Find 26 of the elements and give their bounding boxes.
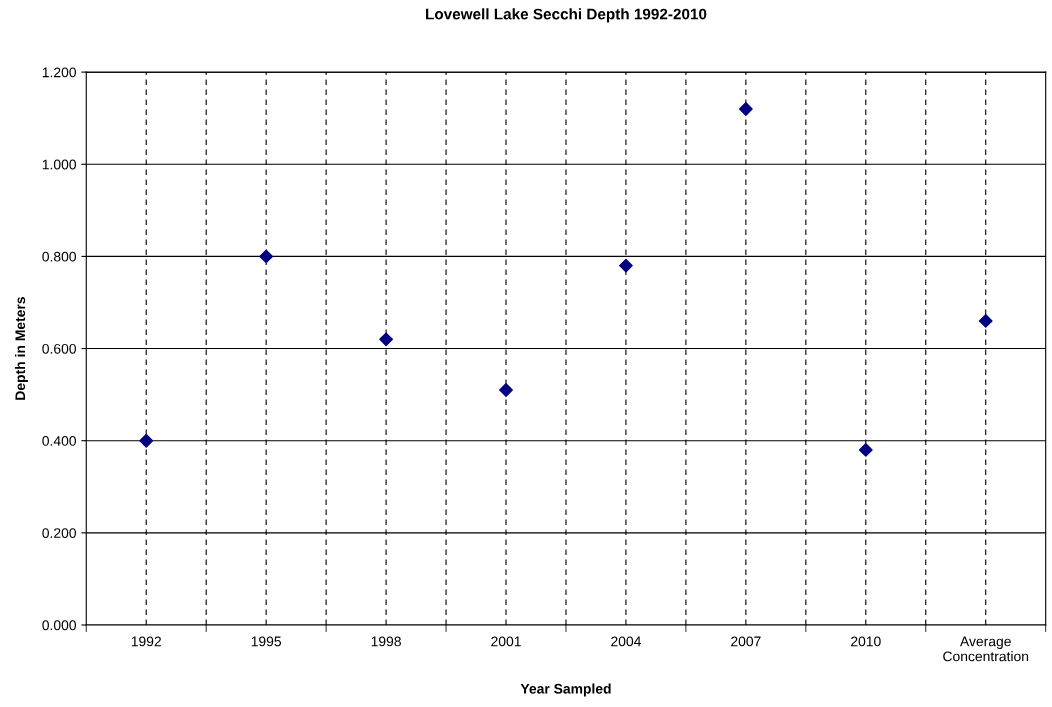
y-tick-label: 0.800 bbox=[42, 251, 76, 262]
y-tick-label: 0.400 bbox=[42, 436, 76, 446]
x-tick-label: 1998 bbox=[371, 636, 401, 647]
point bbox=[379, 332, 393, 347]
x-tick-label: 2010 bbox=[851, 636, 881, 647]
y-tick-label: 1.000 bbox=[42, 159, 76, 170]
x-tick-label: 2001 bbox=[491, 636, 521, 647]
x-tick-label: 1992 bbox=[131, 636, 161, 647]
point bbox=[978, 314, 993, 328]
chart-title: Lovewell Lake Secchi Depth 1992-2010 bbox=[426, 8, 707, 23]
point bbox=[259, 249, 274, 264]
x-axis-title: Year Sampled bbox=[520, 683, 611, 697]
point bbox=[738, 102, 753, 116]
y-tick-label: 0.000 bbox=[42, 620, 76, 631]
y-tick-label: 0.600 bbox=[42, 343, 76, 354]
y-tick-label: 0.200 bbox=[42, 528, 76, 539]
y-axis-title: Depth in Meters bbox=[14, 297, 28, 400]
point bbox=[858, 443, 873, 457]
x-tick-label: 1995 bbox=[251, 636, 282, 647]
point bbox=[499, 383, 513, 397]
point bbox=[139, 433, 154, 448]
point bbox=[619, 258, 633, 273]
x-tick-label: Average Concentration bbox=[943, 636, 1029, 662]
x-tick-label: 2004 bbox=[611, 636, 641, 647]
x-tick-label: 2007 bbox=[731, 636, 761, 647]
y-tick-label: 1.200 bbox=[42, 67, 76, 78]
